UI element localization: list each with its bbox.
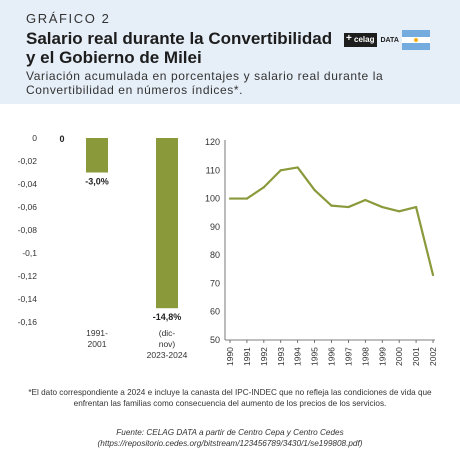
y-tick-label: -0,04	[18, 179, 38, 189]
data-point	[330, 204, 333, 207]
x-tick-label: 1996	[327, 347, 337, 366]
x-tick-label: 1992	[259, 347, 269, 366]
y-tick-label: -0,12	[18, 271, 38, 281]
y-tick-label: 100	[205, 194, 220, 204]
data-point	[398, 210, 401, 213]
y-tick-label: 50	[210, 335, 220, 345]
y-tick-label: 0	[32, 133, 37, 143]
x-tick-label: 1998	[360, 347, 370, 366]
chart-number: GRÁFICO 2	[26, 11, 111, 26]
y-tick-label: -0,02	[18, 156, 38, 166]
header: GRÁFICO 2 Salario real durante la Conver…	[0, 0, 460, 104]
x-tick-label: 1999	[377, 347, 387, 366]
chart-subtitle: Variación acumulada en porcentajes y sal…	[26, 69, 384, 97]
y-tick-label: -0,06	[18, 202, 38, 212]
line-chart: 120 110 100 90 80 70 60 50 1990 1991 1992 1993 1994 1…	[205, 137, 438, 366]
bar-value-label: -14,8%	[153, 312, 182, 322]
x-category-label: 2023-2024	[147, 350, 188, 360]
x-tick-label: 2000	[394, 347, 404, 366]
y-tick-label: -0,14	[18, 294, 38, 304]
y-tick-label: -0,1	[22, 248, 37, 258]
data-point	[313, 188, 316, 192]
data-point	[296, 166, 299, 169]
data-point	[228, 197, 232, 200]
y-tick-label: 110	[206, 165, 220, 175]
y-tick-label: -0,08	[18, 225, 38, 235]
series-line	[230, 166, 435, 276]
x-tick-label: 1997	[343, 347, 353, 366]
x-category-label: 2001	[88, 339, 107, 349]
y-tick-label: 70	[210, 278, 220, 288]
y-tick-label: 80	[210, 250, 220, 260]
bar-value-label: -3,0%	[85, 177, 109, 187]
y-tick-label: 90	[210, 222, 220, 232]
logo-suffix: DATA	[380, 36, 399, 44]
data-point	[262, 186, 265, 189]
bar-chart: 0 -0,02 -0,04 -0,06 -0,08 -0,1 -0,12 -0,14 -0,16…	[18, 133, 188, 360]
logo-wordmark: celag	[344, 33, 378, 47]
celag-logo: celag DATA	[344, 33, 399, 47]
data-point	[414, 205, 418, 209]
x-tick-label: 1990	[225, 347, 235, 366]
x-category-label: 1991-	[86, 328, 108, 338]
bar	[86, 138, 108, 173]
x-tick-label: 2002	[428, 347, 438, 366]
x-tick-label: 1994	[293, 347, 303, 366]
chart-title: Salario real durante la Convertibilidad …	[26, 29, 333, 67]
x-tick-label: 1991	[242, 347, 252, 366]
data-point	[279, 169, 282, 172]
x-tick-label: 2001	[411, 347, 421, 366]
footnote: *El dato correspondiente a 2024 e incluy…	[28, 388, 432, 408]
y-tick-label: 120	[205, 137, 220, 147]
source-note: Fuente: CELAG DATA a partir de Centro Ce…	[97, 428, 363, 448]
x-tick-label: 1995	[310, 347, 320, 366]
argentina-flag-icon	[402, 30, 430, 50]
bar	[156, 138, 178, 309]
x-category-label: (dic-	[159, 328, 176, 338]
data-point	[381, 205, 384, 209]
data-point	[245, 197, 249, 200]
data-point	[347, 205, 350, 209]
x-tick-label: 1993	[276, 347, 286, 366]
data-point	[364, 198, 367, 202]
data-point	[431, 273, 435, 277]
zero-value-label: 0	[59, 134, 64, 144]
y-tick-label: -0,16	[18, 317, 38, 327]
x-category-label: nov)	[159, 339, 176, 349]
y-tick-label: 60	[210, 307, 220, 317]
